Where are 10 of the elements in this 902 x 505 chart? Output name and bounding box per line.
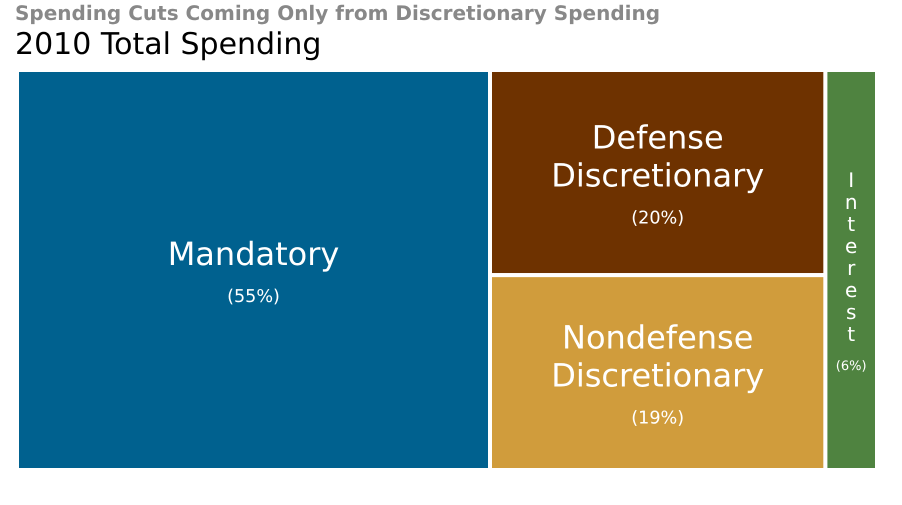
data-label: (55%) (227, 287, 280, 307)
data-label: (6%) (836, 359, 867, 374)
category-label: Interest (844, 168, 858, 346)
category-label: Nondefense Discretionary (551, 318, 764, 395)
category-label: Mandatory (168, 235, 340, 273)
data-label: (19%) (631, 408, 684, 429)
text: 2010 Total Spending (15, 27, 322, 62)
text: Spending Cuts Coming Only from Discretionary Spending (15, 1, 660, 25)
data-label: (20%) (631, 208, 684, 229)
category-label: Defense Discretionary (551, 118, 764, 195)
